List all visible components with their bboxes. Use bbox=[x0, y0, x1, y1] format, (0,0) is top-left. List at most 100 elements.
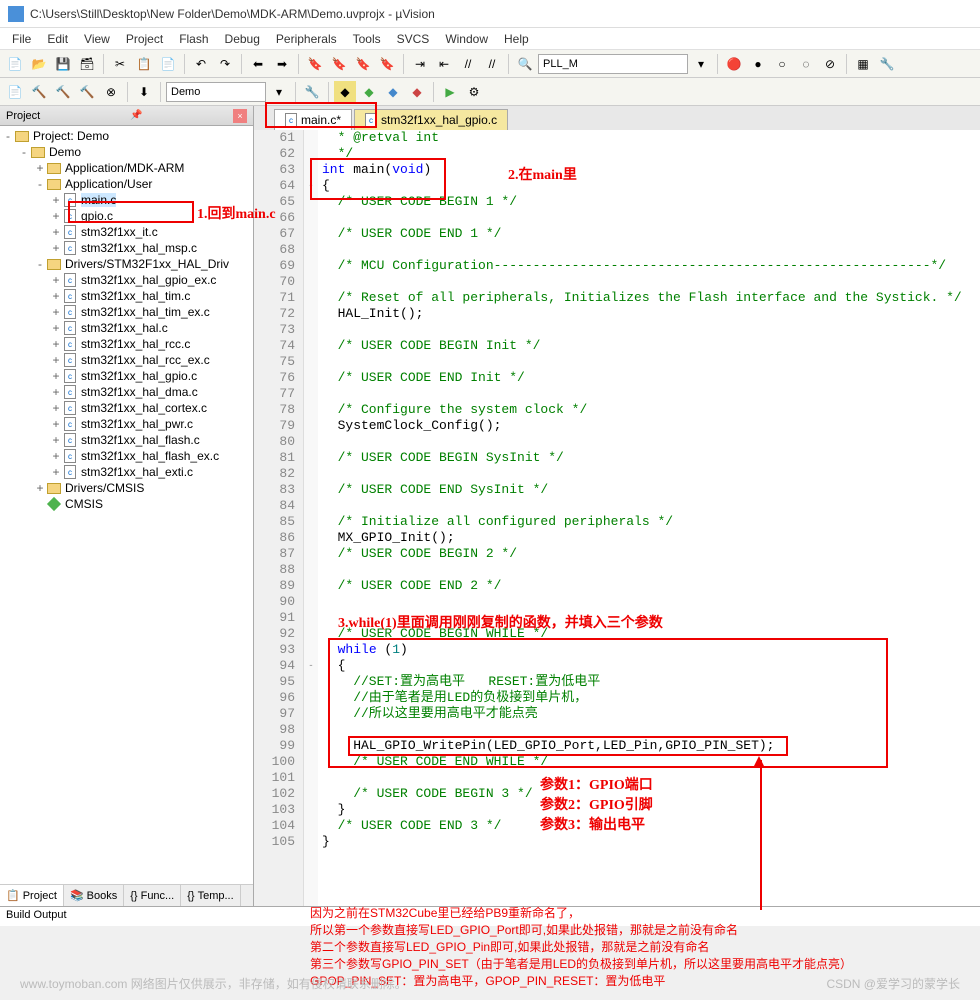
tree-toggle[interactable]: + bbox=[50, 369, 62, 383]
tree-toggle[interactable]: + bbox=[50, 433, 62, 447]
tree-node[interactable]: +stm32f1xx_hal_msp.c bbox=[2, 240, 251, 256]
menu-svcs[interactable]: SVCS bbox=[389, 30, 438, 48]
tree-toggle[interactable]: + bbox=[50, 337, 62, 351]
tree-node[interactable]: -Drivers/STM32F1xx_HAL_Driv bbox=[2, 256, 251, 272]
bookmark-clear-icon[interactable]: 🔖 bbox=[376, 53, 398, 75]
close-panel-icon[interactable]: × bbox=[233, 109, 247, 123]
tree-toggle[interactable]: + bbox=[50, 465, 62, 479]
menu-project[interactable]: Project bbox=[118, 30, 171, 48]
tree-toggle[interactable]: + bbox=[50, 401, 62, 415]
nav-fwd-icon[interactable]: ➡ bbox=[271, 53, 293, 75]
tree-toggle[interactable]: - bbox=[34, 177, 46, 191]
bookmark-prev-icon[interactable]: 🔖 bbox=[328, 53, 350, 75]
tree-node[interactable]: CMSIS bbox=[2, 496, 251, 512]
file-tab[interactable]: main.c* bbox=[274, 109, 352, 130]
tree-toggle[interactable]: + bbox=[50, 417, 62, 431]
copy-icon[interactable]: 📋 bbox=[133, 53, 155, 75]
menu-flash[interactable]: Flash bbox=[171, 30, 216, 48]
menu-debug[interactable]: Debug bbox=[217, 30, 268, 48]
target-dropdown-icon[interactable]: ▾ bbox=[268, 81, 290, 103]
search-combo[interactable]: PLL_M bbox=[538, 54, 688, 74]
translate-icon[interactable]: 📄 bbox=[4, 81, 26, 103]
bookmark-next-icon[interactable]: 🔖 bbox=[352, 53, 374, 75]
project-tree[interactable]: -Project: Demo-Demo+Application/MDK-ARM-… bbox=[0, 126, 253, 884]
select-sw-icon[interactable]: ◆ bbox=[406, 81, 428, 103]
tree-node[interactable]: +stm32f1xx_hal_pwr.c bbox=[2, 416, 251, 432]
stop-build-icon[interactable]: ⊗ bbox=[100, 81, 122, 103]
tree-toggle[interactable]: + bbox=[50, 385, 62, 399]
tree-node[interactable]: +stm32f1xx_hal_dma.c bbox=[2, 384, 251, 400]
pin-icon[interactable]: 📌 bbox=[130, 110, 142, 121]
bp-disable-icon[interactable]: ◌ bbox=[795, 53, 817, 75]
save-all-icon[interactable]: 🗃 bbox=[76, 53, 98, 75]
tree-toggle[interactable]: - bbox=[34, 257, 46, 271]
tree-toggle[interactable]: + bbox=[50, 193, 62, 207]
undo-icon[interactable]: ↶ bbox=[190, 53, 212, 75]
target-combo[interactable]: Demo bbox=[166, 82, 266, 102]
tree-toggle[interactable]: + bbox=[34, 161, 46, 175]
find-next-icon[interactable]: ▾ bbox=[690, 53, 712, 75]
panel-tab-books[interactable]: 📚Books bbox=[64, 885, 124, 906]
tree-toggle[interactable]: + bbox=[50, 225, 62, 239]
file-tab[interactable]: stm32f1xx_hal_gpio.c bbox=[354, 109, 508, 130]
tree-toggle[interactable]: + bbox=[50, 321, 62, 335]
tree-node[interactable]: -Demo bbox=[2, 144, 251, 160]
panel-tab-func[interactable]: {}Func... bbox=[124, 885, 181, 906]
tree-toggle[interactable]: + bbox=[50, 273, 62, 287]
bp-icon[interactable]: ● bbox=[747, 53, 769, 75]
bp-off-icon[interactable]: ○ bbox=[771, 53, 793, 75]
new-file-icon[interactable]: 📄 bbox=[4, 53, 26, 75]
open-file-icon[interactable]: 📂 bbox=[28, 53, 50, 75]
tree-node[interactable]: +stm32f1xx_hal_gpio.c bbox=[2, 368, 251, 384]
tree-toggle[interactable]: + bbox=[50, 353, 62, 367]
tree-node[interactable]: +stm32f1xx_hal_cortex.c bbox=[2, 400, 251, 416]
tree-node[interactable]: +stm32f1xx_hal_exti.c bbox=[2, 464, 251, 480]
build-icon[interactable]: 🔨 bbox=[28, 81, 50, 103]
find-icon[interactable]: 🔍 bbox=[514, 53, 536, 75]
uncomment-icon[interactable]: // bbox=[481, 53, 503, 75]
fold-column[interactable]: -- bbox=[304, 130, 318, 906]
options-icon[interactable]: 🔧 bbox=[301, 81, 323, 103]
tree-toggle[interactable]: - bbox=[2, 129, 14, 143]
tree-toggle[interactable]: + bbox=[34, 481, 46, 495]
menu-view[interactable]: View bbox=[76, 30, 118, 48]
bookmark-icon[interactable]: 🔖 bbox=[304, 53, 326, 75]
menu-peripherals[interactable]: Peripherals bbox=[268, 30, 345, 48]
menu-edit[interactable]: Edit bbox=[39, 30, 76, 48]
tree-toggle[interactable]: + bbox=[50, 241, 62, 255]
tree-node[interactable]: +stm32f1xx_hal_flash.c bbox=[2, 432, 251, 448]
tree-toggle[interactable]: + bbox=[50, 209, 62, 223]
manage-icon[interactable]: ◆ bbox=[334, 81, 356, 103]
outdent-icon[interactable]: ⇤ bbox=[433, 53, 455, 75]
tree-node[interactable]: +stm32f1xx_hal_rcc.c bbox=[2, 336, 251, 352]
save-icon[interactable]: 💾 bbox=[52, 53, 74, 75]
paste-icon[interactable]: 📄 bbox=[157, 53, 179, 75]
pack-icon[interactable]: ◆ bbox=[358, 81, 380, 103]
download-icon[interactable]: ⬇ bbox=[133, 81, 155, 103]
batch-build-icon[interactable]: 🔨 bbox=[76, 81, 98, 103]
menu-tools[interactable]: Tools bbox=[345, 30, 389, 48]
tree-node[interactable]: +stm32f1xx_hal_tim.c bbox=[2, 288, 251, 304]
tree-node[interactable]: +stm32f1xx_hal.c bbox=[2, 320, 251, 336]
tree-node[interactable]: +stm32f1xx_hal_tim_ex.c bbox=[2, 304, 251, 320]
tree-toggle[interactable]: + bbox=[50, 289, 62, 303]
tree-toggle[interactable]: + bbox=[50, 449, 62, 463]
menu-file[interactable]: File bbox=[4, 30, 39, 48]
debug-icon[interactable]: 🔴 bbox=[723, 53, 745, 75]
panel-tab-temp[interactable]: {}Temp... bbox=[181, 885, 240, 906]
config-icon[interactable]: 🔧 bbox=[876, 53, 898, 75]
tree-toggle[interactable]: - bbox=[18, 145, 30, 159]
tree-toggle[interactable]: + bbox=[50, 305, 62, 319]
tree-node[interactable]: -Application/User bbox=[2, 176, 251, 192]
tree-node[interactable]: +stm32f1xx_hal_gpio_ex.c bbox=[2, 272, 251, 288]
panel-tab-project[interactable]: 📋Project bbox=[0, 885, 64, 906]
nav-back-icon[interactable]: ⬅ bbox=[247, 53, 269, 75]
cut-icon[interactable]: ✂ bbox=[109, 53, 131, 75]
tree-node[interactable]: -Project: Demo bbox=[2, 128, 251, 144]
window-icon[interactable]: ▦ bbox=[852, 53, 874, 75]
simulator-icon[interactable]: ▶ bbox=[439, 81, 461, 103]
bp-kill-icon[interactable]: ⊘ bbox=[819, 53, 841, 75]
menu-window[interactable]: Window bbox=[437, 30, 496, 48]
comment-icon[interactable]: // bbox=[457, 53, 479, 75]
manage-rte-icon[interactable]: ◆ bbox=[382, 81, 404, 103]
